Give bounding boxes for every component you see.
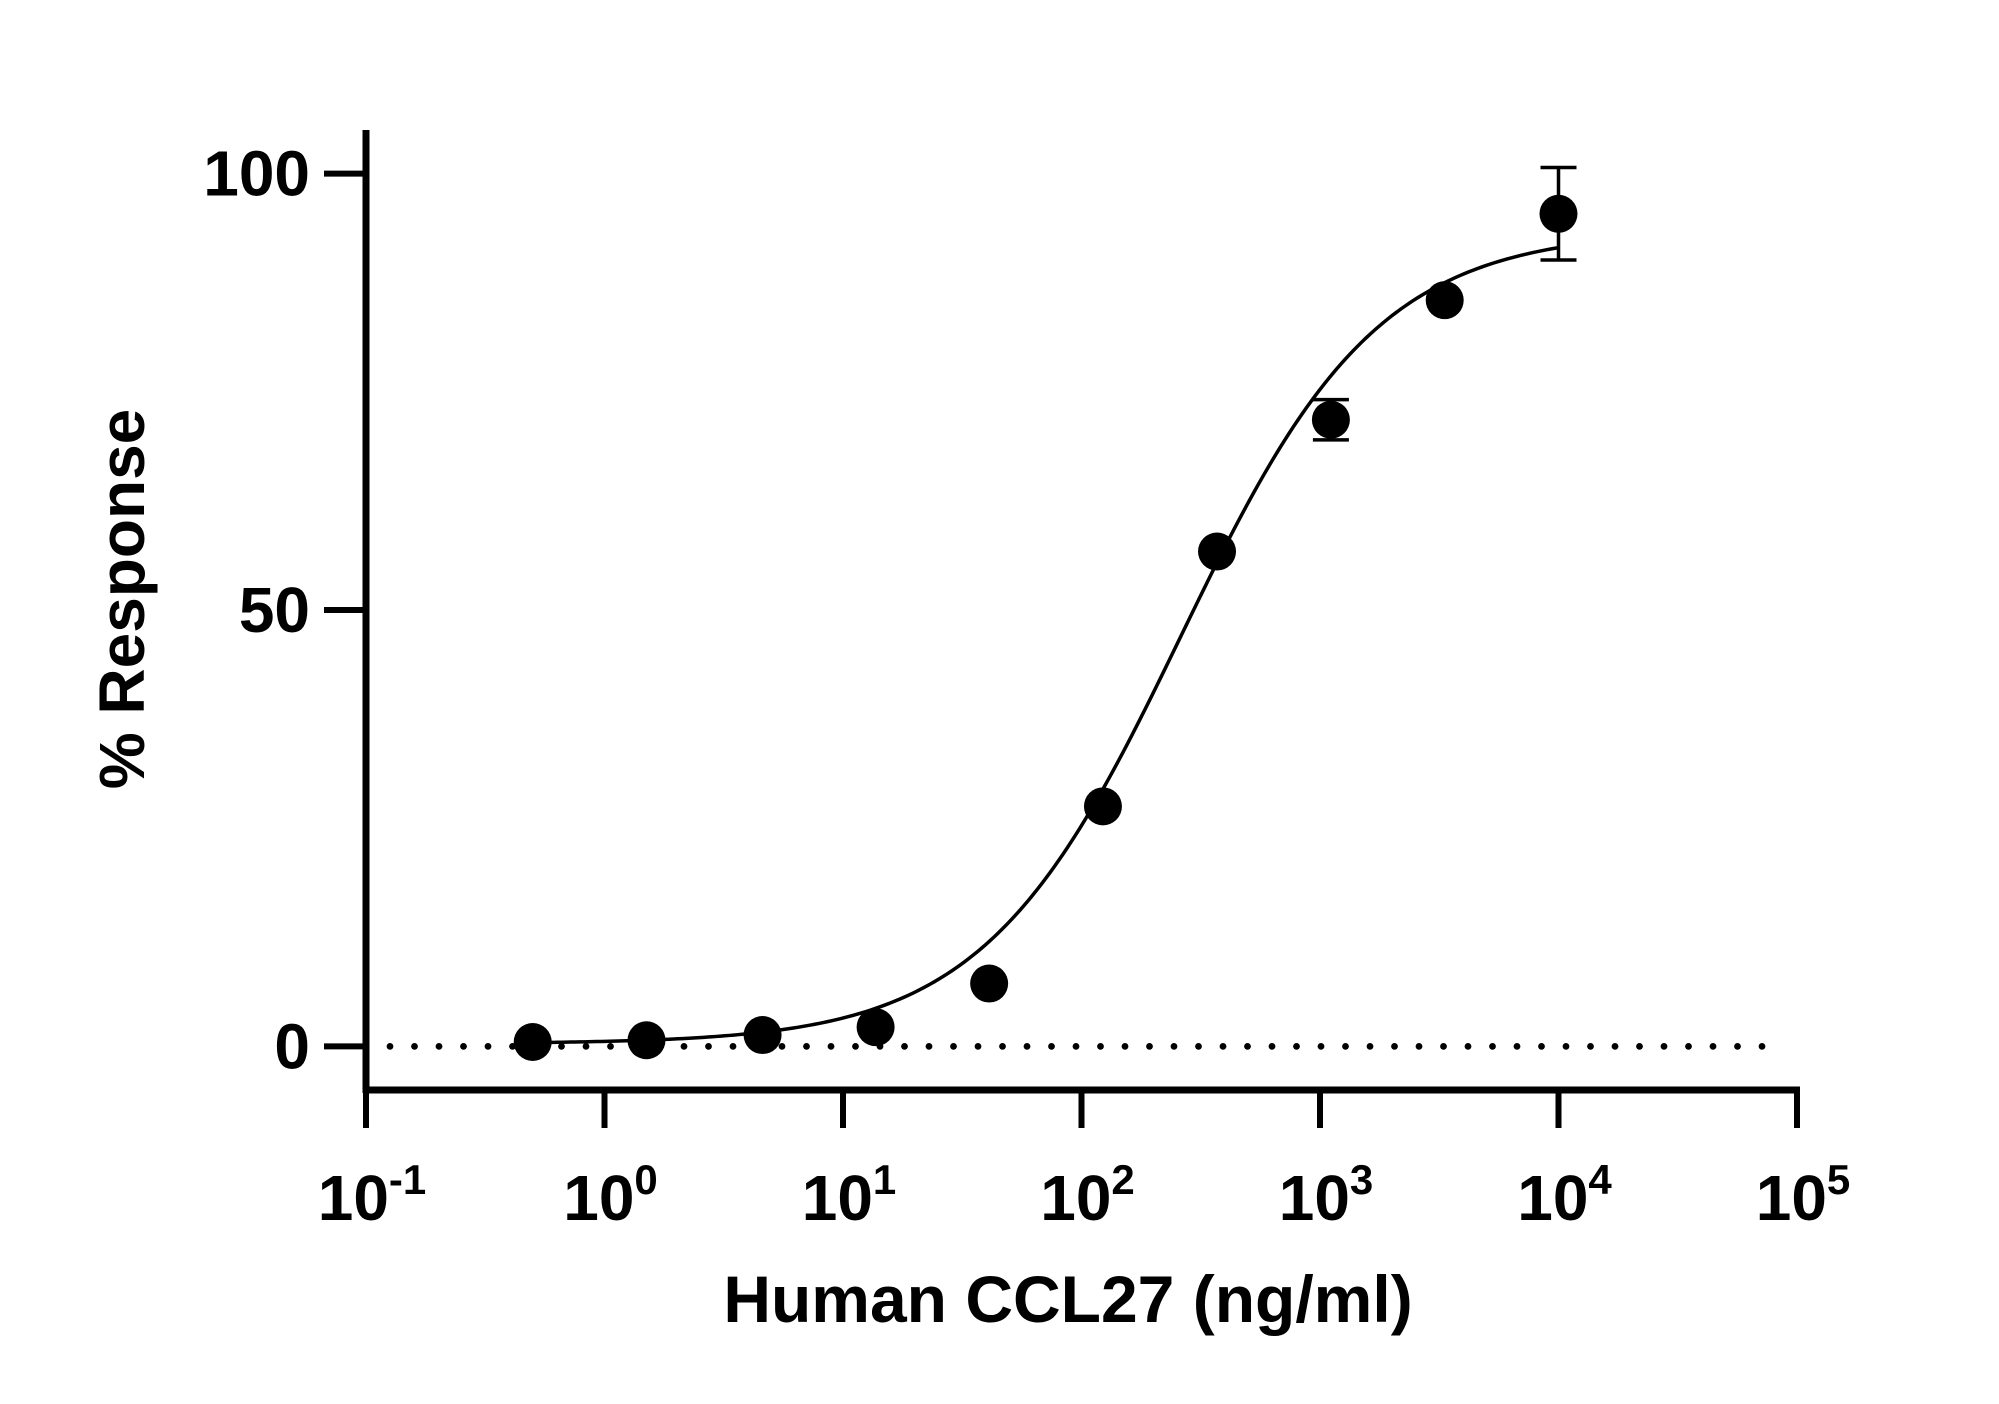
data-point xyxy=(1198,532,1237,571)
data-point xyxy=(627,1021,666,1060)
baseline-dot xyxy=(1562,1042,1570,1050)
data-point xyxy=(1083,787,1122,826)
y-axis-label: % Response xyxy=(86,409,158,790)
baseline-dot xyxy=(1611,1042,1619,1050)
baseline-dot xyxy=(1538,1042,1545,1050)
baseline-dot xyxy=(607,1042,614,1050)
baseline-dot xyxy=(1342,1042,1349,1050)
data-points-layer xyxy=(513,165,1578,1061)
data-point xyxy=(513,1023,552,1061)
baseline-dot xyxy=(1219,1042,1227,1050)
baseline-dot xyxy=(558,1042,565,1050)
baseline-dot xyxy=(484,1042,492,1050)
baseline-dot xyxy=(852,1042,859,1050)
baseline-dot xyxy=(778,1042,786,1050)
baseline-layer xyxy=(386,1042,1766,1050)
baseline-dot xyxy=(1758,1042,1766,1050)
baseline-dot xyxy=(411,1042,418,1050)
baseline-dot xyxy=(1023,1042,1031,1050)
baseline-dot xyxy=(1170,1042,1178,1050)
baseline-dot xyxy=(1513,1042,1521,1050)
baseline-dot xyxy=(386,1042,394,1050)
y-tick-label: 0 xyxy=(274,1010,310,1082)
x-tick-label: 100 xyxy=(563,1156,658,1234)
baseline-dot xyxy=(1366,1042,1374,1050)
data-point xyxy=(1425,281,1464,320)
data-point xyxy=(1539,194,1578,233)
baseline-dot xyxy=(1660,1042,1668,1050)
baseline-dot xyxy=(1146,1042,1153,1050)
baseline-dot xyxy=(901,1042,908,1050)
baseline-dot xyxy=(729,1042,737,1050)
baseline-dot xyxy=(435,1042,443,1050)
baseline-dot xyxy=(705,1042,712,1050)
baseline-dot xyxy=(1293,1042,1300,1050)
baseline-dot xyxy=(827,1042,835,1050)
fit-curve xyxy=(532,245,1559,1045)
baseline-dot xyxy=(925,1042,933,1050)
baseline-dot xyxy=(1048,1042,1055,1050)
x-tick-label: 101 xyxy=(802,1156,897,1234)
x-tick-label: 10-1 xyxy=(318,1156,427,1234)
baseline-dot xyxy=(1685,1042,1692,1050)
baseline-dot xyxy=(1072,1042,1080,1050)
baseline-dot xyxy=(1195,1042,1202,1050)
baseline-dot xyxy=(460,1042,467,1050)
baseline-dot xyxy=(950,1042,957,1050)
baseline-dot xyxy=(1709,1042,1717,1050)
baseline-dot xyxy=(1464,1042,1472,1050)
baseline-dot xyxy=(1440,1042,1447,1050)
y-tick-label: 50 xyxy=(239,574,310,646)
baseline-dot xyxy=(1391,1042,1398,1050)
x-tick-label: 103 xyxy=(1279,1156,1374,1234)
x-tick-label: 104 xyxy=(1517,1156,1612,1234)
data-point xyxy=(856,1008,895,1047)
fit-curve-layer xyxy=(532,245,1559,1045)
baseline-dot xyxy=(1097,1042,1104,1050)
data-point xyxy=(1311,400,1350,439)
x-tick-label: 105 xyxy=(1756,1156,1851,1234)
baseline-dot xyxy=(999,1042,1006,1050)
data-point xyxy=(970,964,1009,1003)
data-point xyxy=(743,1016,782,1055)
y-tick-label: 100 xyxy=(203,138,310,210)
baseline-dot xyxy=(680,1042,688,1050)
baseline-dot xyxy=(803,1042,810,1050)
x-tick-label: 102 xyxy=(1040,1156,1135,1234)
baseline-dot xyxy=(1587,1042,1594,1050)
baseline-dot xyxy=(1268,1042,1276,1050)
baseline-dot xyxy=(1415,1042,1423,1050)
baseline-dot xyxy=(1636,1042,1643,1050)
baseline-dot xyxy=(582,1042,590,1050)
baseline-dot xyxy=(1121,1042,1129,1050)
baseline-dot xyxy=(974,1042,982,1050)
axes-layer: 0 50 100 10-1 100 101 102 103 104 105 xyxy=(203,130,1850,1234)
baseline-dot xyxy=(1317,1042,1325,1050)
baseline-dot xyxy=(1734,1042,1741,1050)
x-axis-label: Human CCL27 (ng/ml) xyxy=(723,1262,1412,1336)
baseline-dot xyxy=(1489,1042,1496,1050)
baseline-dot xyxy=(1244,1042,1251,1050)
